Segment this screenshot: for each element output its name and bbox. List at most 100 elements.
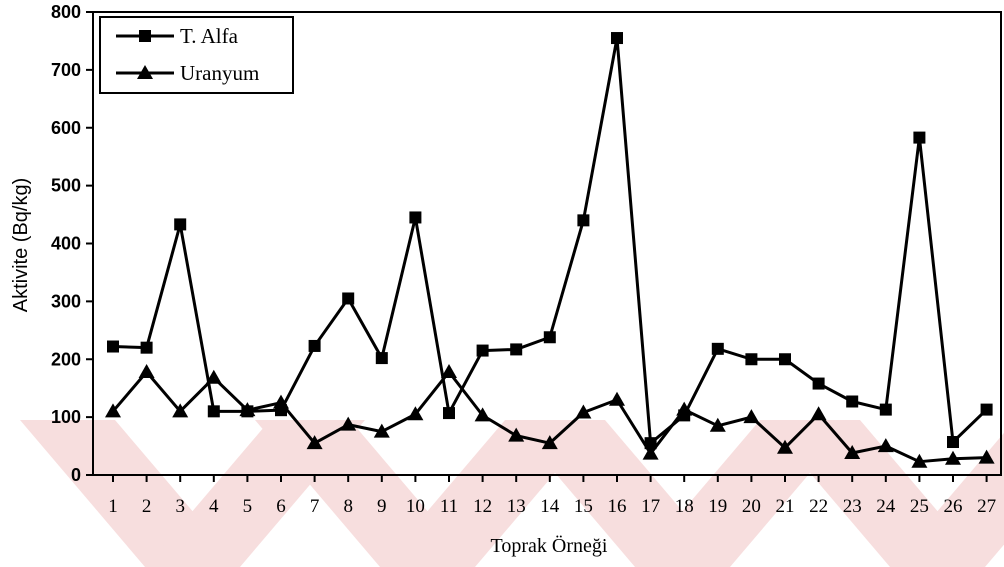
- square-point: [308, 339, 321, 352]
- square-point: [745, 353, 758, 366]
- y-tick-label: 700: [51, 60, 81, 80]
- x-tick-label: 13: [507, 496, 526, 517]
- x-axis-title: Toprak Örneği: [491, 534, 608, 557]
- square-point: [107, 340, 119, 353]
- watermark-layer: [20, 420, 1004, 567]
- triangle-point: [205, 369, 222, 384]
- triangle-point: [239, 402, 256, 417]
- triangle-point: [844, 445, 861, 460]
- x-tick-label: 24: [876, 496, 896, 517]
- series-layer: [105, 32, 995, 468]
- x-tick-label: 23: [843, 496, 862, 517]
- square-point: [913, 131, 926, 144]
- y-tick-label: 500: [51, 176, 81, 196]
- y-tick-label: 600: [51, 118, 81, 138]
- triangle-point: [273, 394, 289, 409]
- triangle-point: [508, 427, 525, 442]
- x-tick-label: 8: [343, 496, 353, 517]
- series-line: [112, 36, 988, 445]
- x-tick-label: 26: [944, 496, 963, 517]
- triangle-point: [945, 450, 961, 465]
- square-point: [980, 403, 993, 416]
- square-point: [947, 436, 959, 449]
- x-tick-label: 10: [406, 496, 425, 517]
- triangle-point: [676, 401, 693, 416]
- square-point: [779, 353, 791, 366]
- x-tick-label: 17: [641, 496, 660, 517]
- triangle-point: [373, 423, 390, 438]
- square-point: [577, 214, 590, 227]
- triangle-point: [407, 406, 424, 421]
- y-axis-title: Aktivite (Bq/kg): [10, 178, 32, 312]
- triangle-point: [877, 438, 894, 453]
- square-point: [711, 342, 724, 355]
- x-tick-label: 2: [142, 496, 152, 517]
- y-tick-label: 200: [51, 349, 81, 369]
- square-point: [443, 407, 455, 420]
- x-tick-label: 5: [243, 496, 253, 517]
- x-tick-label: 6: [276, 496, 286, 517]
- triangle-point: [911, 453, 928, 468]
- square-point: [375, 352, 388, 365]
- square-point: [879, 403, 892, 416]
- x-tick-label: 25: [910, 496, 929, 517]
- x-tick-label: 1: [108, 496, 118, 517]
- watermark-stripe-b: [890, 432, 1004, 567]
- square-point: [174, 218, 187, 231]
- triangle-point: [105, 403, 121, 418]
- y-tick-label: 100: [51, 407, 81, 427]
- square-point: [543, 331, 556, 344]
- triangle-point: [642, 445, 659, 460]
- x-tick-label: 11: [440, 496, 458, 517]
- square-point: [476, 344, 489, 357]
- triangle-point: [541, 435, 558, 450]
- x-axis: 1 2 3 4 5 6 7 8 9 10 11 12 13 14 15 16 17 18 19 20 21 22 23 24 2…: [108, 475, 996, 517]
- x-tick-label: 18: [675, 496, 694, 517]
- legend-label: Uranyum: [180, 61, 259, 85]
- triangle-point: [609, 391, 625, 406]
- x-tick-label: 12: [473, 496, 492, 517]
- x-tick-label: 3: [175, 496, 185, 517]
- x-tick-label: 19: [708, 496, 727, 517]
- triangle-point: [441, 363, 457, 378]
- x-tick-label: 22: [809, 496, 828, 517]
- series-2: [105, 363, 995, 468]
- x-tick-label: 15: [574, 496, 593, 517]
- square-point: [812, 377, 825, 390]
- square-point: [510, 343, 523, 356]
- x-tick-label: 9: [377, 496, 387, 517]
- square-point: [409, 211, 422, 224]
- x-tick-label: 14: [540, 496, 560, 517]
- legend: T. Alfa Uranyum: [99, 16, 294, 94]
- triangle-point: [575, 404, 592, 419]
- x-tick-label: 27: [977, 496, 996, 517]
- triangle-point: [743, 409, 760, 424]
- triangle-point: [474, 407, 491, 422]
- x-tick-label: 4: [209, 496, 219, 517]
- square-point: [611, 32, 623, 45]
- triangle-point: [172, 403, 189, 418]
- y-tick-label: 400: [51, 234, 81, 254]
- y-axis: 0 100 200 300 400 500 600 700 800: [51, 2, 93, 485]
- legend-square-marker: [139, 30, 151, 42]
- legend-triangle-marker: [137, 65, 153, 79]
- y-tick-label: 800: [51, 2, 81, 22]
- triangle-point: [709, 417, 726, 432]
- x-tick-label: 20: [742, 496, 761, 517]
- x-tick-label: 21: [776, 496, 795, 517]
- series-1: [107, 32, 993, 450]
- y-tick-label: 300: [51, 291, 81, 311]
- x-tick-label: 16: [608, 496, 627, 517]
- y-tick-label: 0: [71, 465, 81, 485]
- triangle-point: [810, 406, 827, 421]
- square-point: [342, 292, 355, 305]
- triangle-point: [978, 449, 995, 464]
- legend-label: T. Alfa: [180, 24, 239, 48]
- square-point: [140, 341, 153, 354]
- legend-box: [99, 16, 294, 94]
- triangle-point: [340, 416, 357, 431]
- x-tick-label: 7: [310, 496, 320, 517]
- square-point: [207, 405, 220, 418]
- triangle-point: [306, 435, 323, 450]
